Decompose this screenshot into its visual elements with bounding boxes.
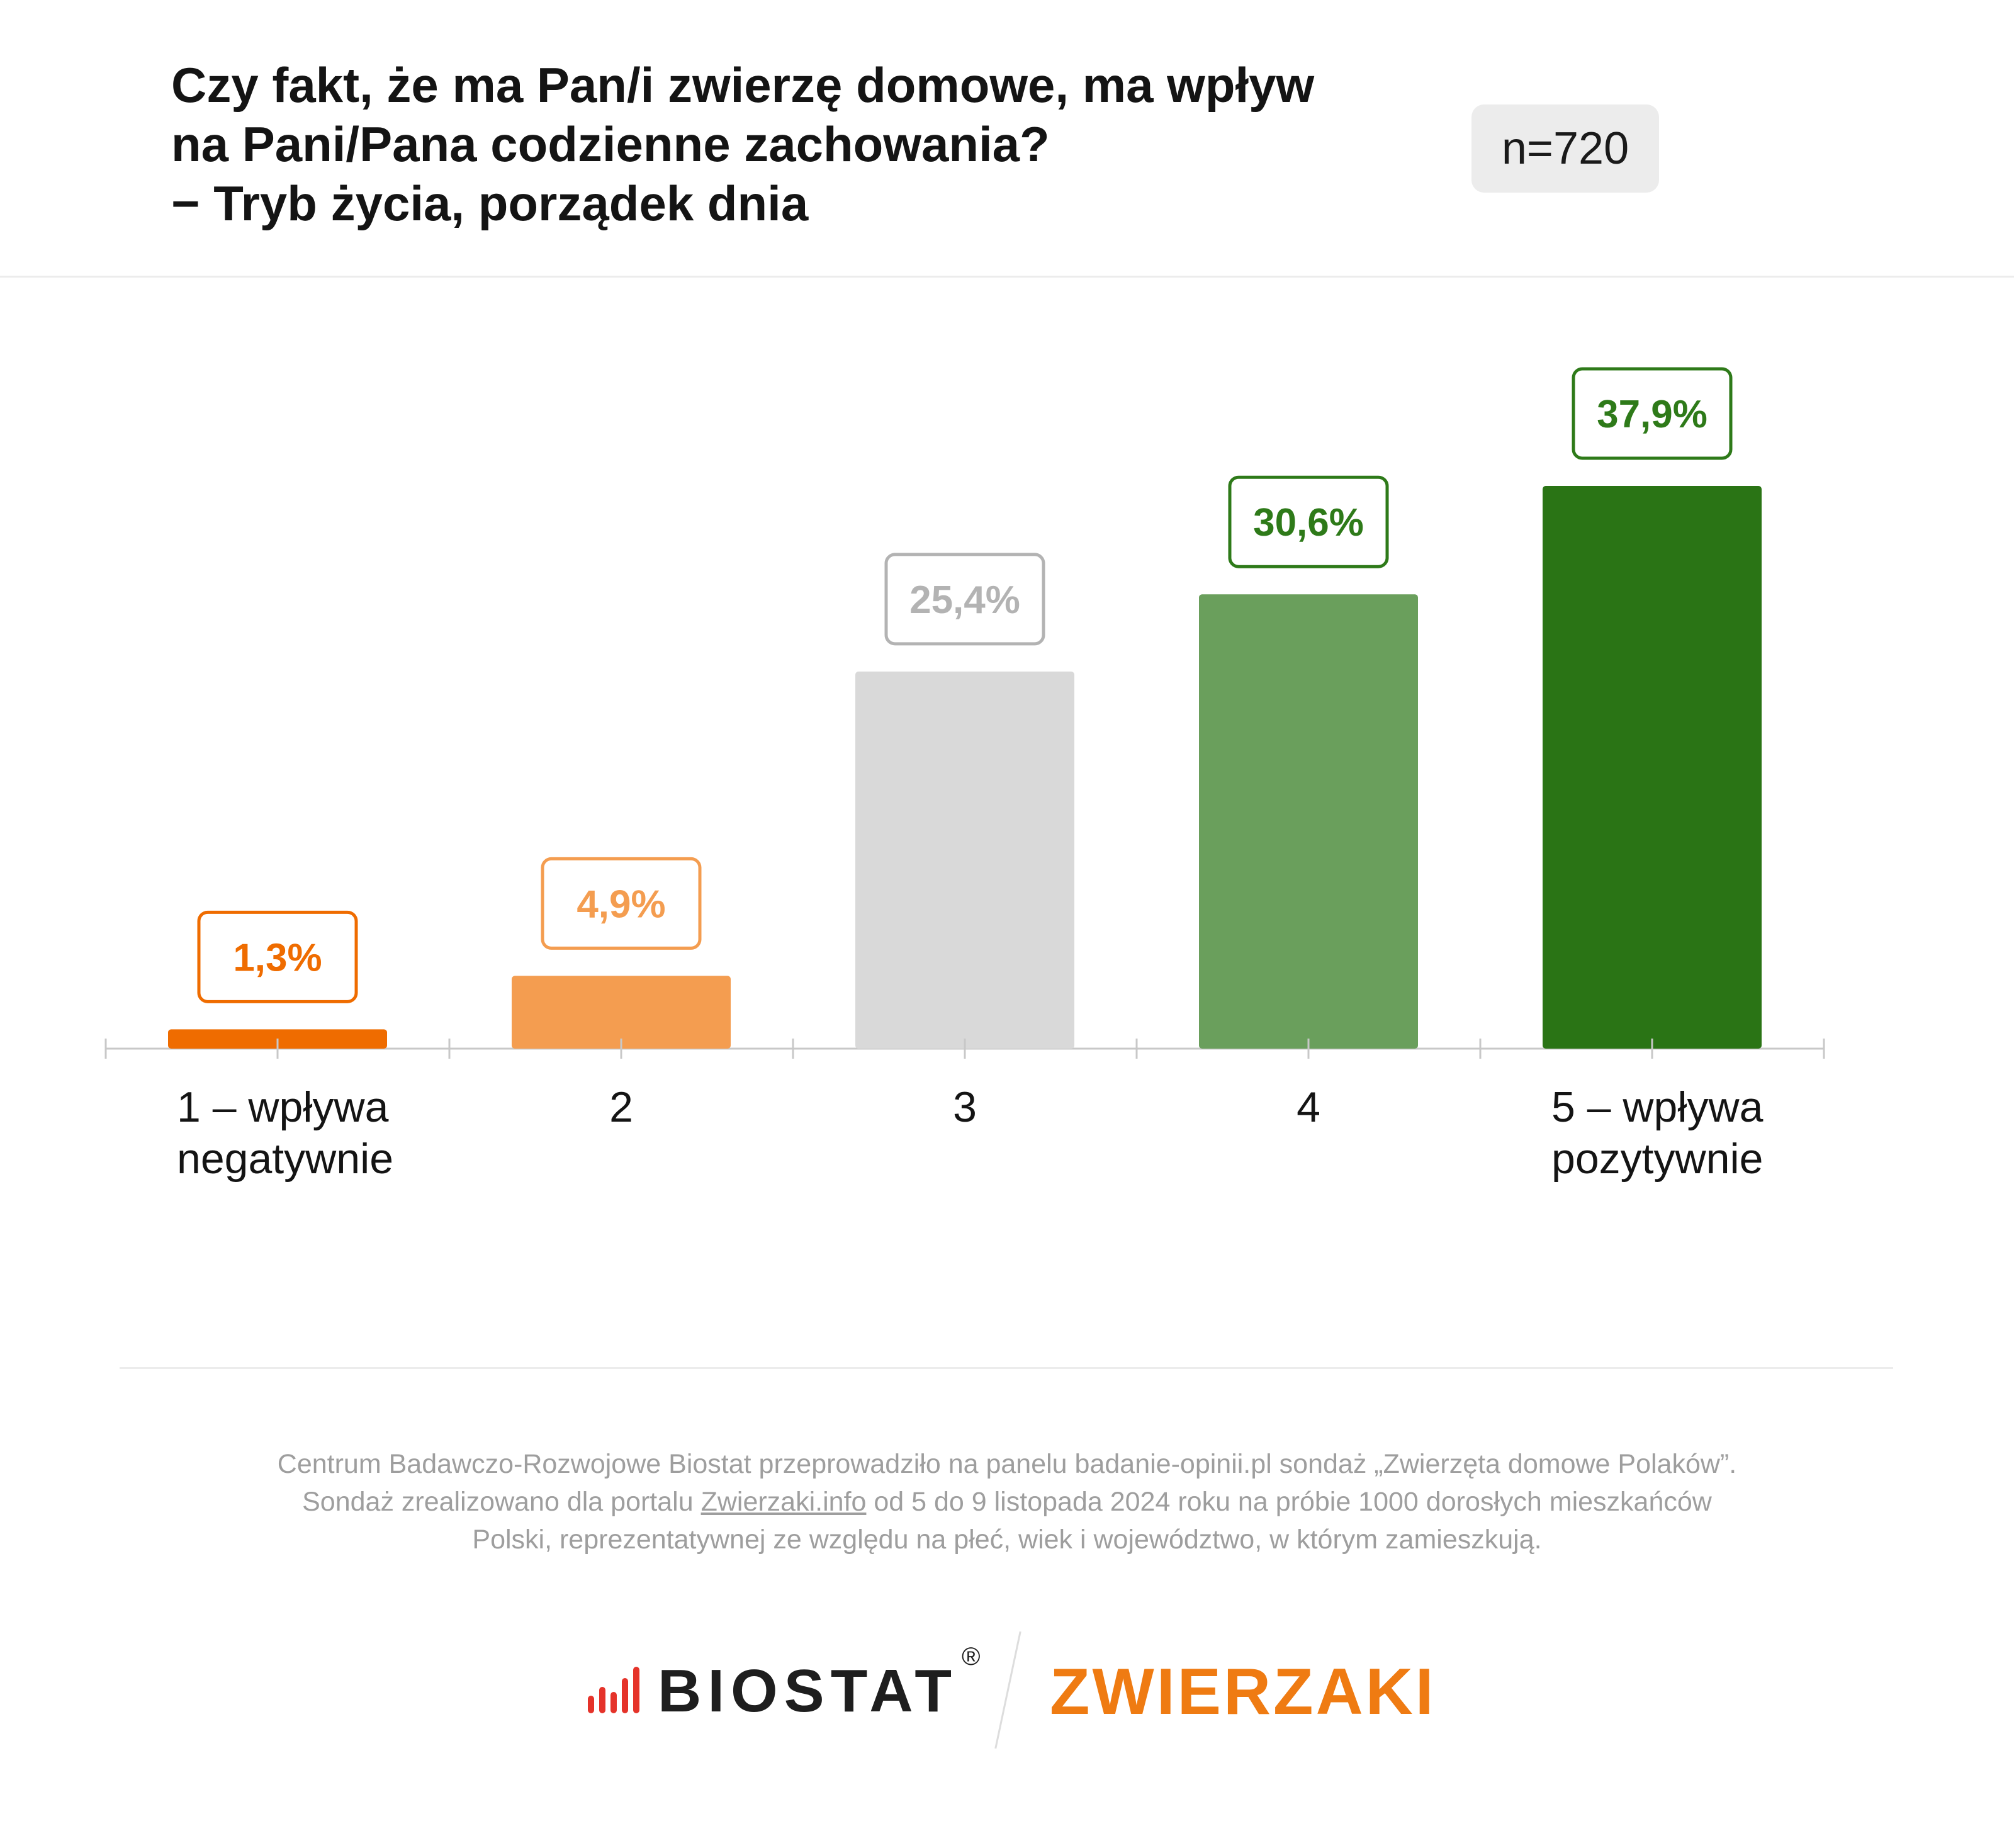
data-label: 25,4% <box>909 578 1020 622</box>
data-label: 4,9% <box>577 882 665 926</box>
note-line-2-start: Sondaż zrealizowano dla portalu <box>302 1487 701 1517</box>
note-line-3: Polski, reprezentatywnej ze względu na p… <box>472 1524 1542 1555</box>
x-tick-label: pozytywnie <box>1551 1135 1763 1183</box>
zwierzaki-link[interactable]: Zwierzaki.info <box>700 1487 867 1517</box>
header-divider <box>0 276 2014 278</box>
zwierzaki-logo: ZWIERZAKI <box>1050 1655 1436 1728</box>
logo-separator <box>994 1631 1021 1749</box>
x-tick-label: 3 <box>953 1083 977 1131</box>
bar <box>855 671 1074 1049</box>
x-tick-label: 5 – wpływa <box>1551 1083 1764 1131</box>
methodology-note: Centrum Badawczo-Rozwojowe Biostat przep… <box>113 1445 1901 1558</box>
title-line-3: − Tryb życia, porządek dnia <box>171 176 809 231</box>
data-label-box <box>197 910 358 1003</box>
bar <box>512 976 731 1049</box>
biostat-logo: BIOSTAT <box>658 1657 959 1725</box>
data-label-box <box>541 857 702 950</box>
data-label-box <box>1228 475 1389 568</box>
data-label-box <box>884 553 1045 646</box>
data-label: 1,3% <box>233 936 322 979</box>
note-line-1: Centrum Badawczo-Rozwojowe Biostat przep… <box>277 1449 1737 1479</box>
note-line-2-end: od 5 do 9 listopada 2024 roku na próbie … <box>866 1487 1712 1517</box>
logos-bar: BIOSTAT ® ZWIERZAKI <box>0 1624 2014 1762</box>
bar <box>1199 594 1418 1049</box>
footer-divider <box>120 1367 1893 1369</box>
title-line-1: Czy fakt, że ma Pan/i zwierzę domowe, ma… <box>171 57 1315 113</box>
x-tick-label: 4 <box>1297 1083 1320 1131</box>
signal-bars-icon <box>588 1667 639 1713</box>
x-tick-label: 1 – wpływa <box>177 1083 389 1131</box>
title-line-2: na Pani/Pana codzienne zachowania? <box>171 116 1050 172</box>
x-tick-label: negatywnie <box>177 1135 393 1183</box>
data-label: 37,9% <box>1597 393 1707 436</box>
sample-size-badge: n=720 <box>1471 104 1659 193</box>
registered-mark: ® <box>962 1643 981 1671</box>
data-label: 30,6% <box>1253 501 1364 544</box>
chart-title: Czy fakt, że ma Pan/i zwierzę domowe, ma… <box>171 55 1430 233</box>
data-label-box <box>1572 367 1733 460</box>
bar <box>1543 486 1762 1049</box>
x-tick-label: 2 <box>609 1083 633 1131</box>
note-line-2: Sondaż zrealizowano dla portalu Zwierzak… <box>113 1483 1901 1521</box>
